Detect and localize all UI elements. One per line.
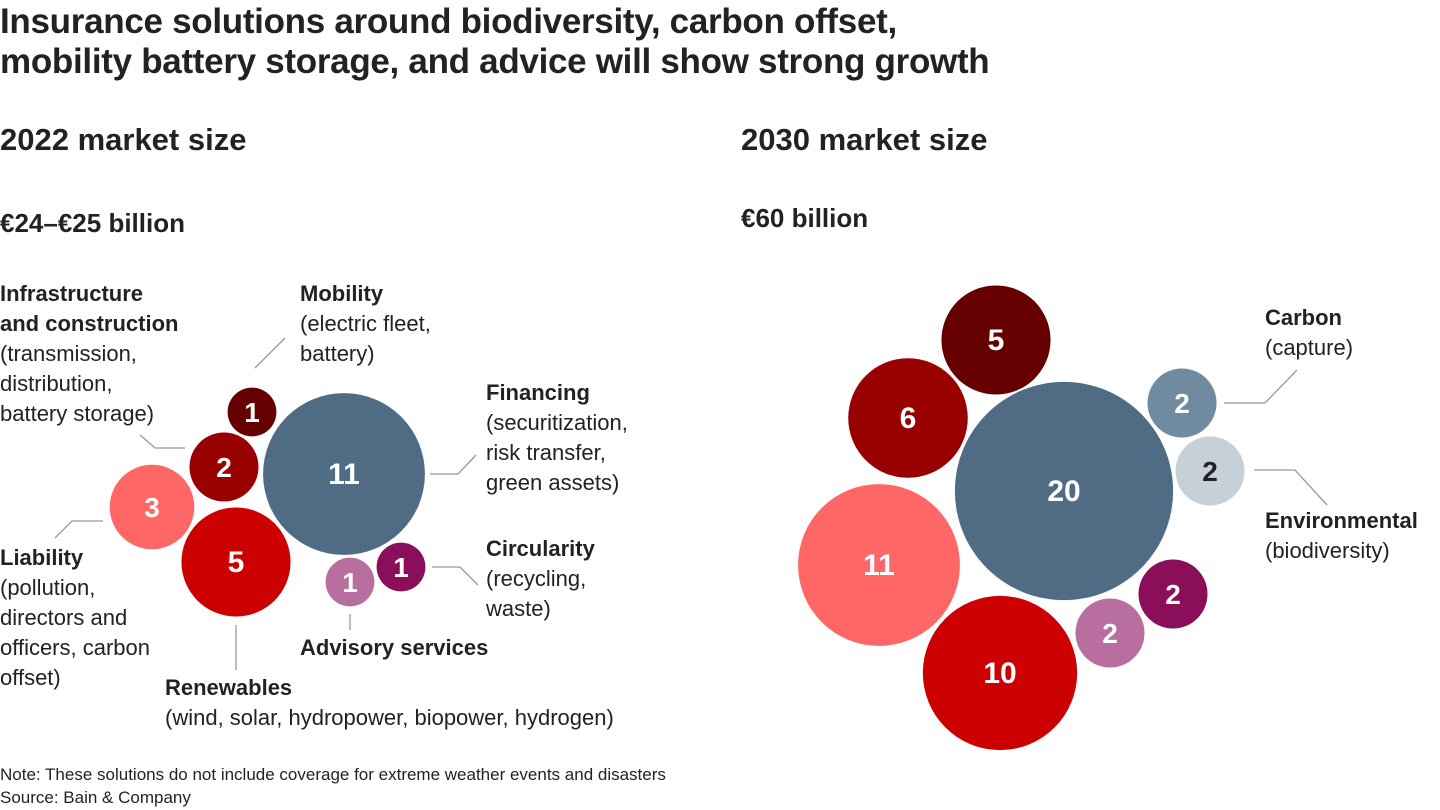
label-name: Mobility — [300, 281, 384, 306]
label-desc: officers, carbon — [0, 635, 151, 660]
label-desc: distribution, — [0, 371, 113, 396]
label-name: Financing — [486, 380, 590, 405]
label-name: Liability — [0, 545, 84, 570]
bubble-value-infrastructure-and-construction: 6 — [900, 402, 917, 435]
source: Source: Bain & Company — [0, 788, 191, 807]
bubble-advisory-services — [325, 557, 375, 607]
bubble-value-circularity: 1 — [393, 552, 409, 583]
bubble-carbon — [1147, 368, 1217, 438]
panel-2022-title: 2022 market size — [0, 122, 247, 157]
label-name: Advisory services — [300, 635, 489, 660]
bubble-value-financing: 20 — [1047, 475, 1080, 508]
panel-2030-total: €60 billion — [741, 203, 869, 233]
label-carbon: Carbon (capture) — [1265, 303, 1353, 363]
title-line-1: Insurance solutions around biodiversity,… — [0, 2, 897, 41]
bubble-liability — [798, 484, 960, 646]
bubble-value-mobility: 1 — [244, 397, 260, 428]
bubble-value-infrastructure-and-construction: 2 — [216, 452, 232, 483]
bubble-circularity — [376, 542, 426, 592]
panel-2022-total: €24–€25 billion — [0, 208, 185, 238]
label-name: Renewables — [165, 675, 293, 700]
label-mobility: Mobility (electric fleet, battery) — [300, 279, 431, 369]
bubble-value-renewables: 5 — [228, 546, 245, 579]
label-desc: (electric fleet, — [300, 311, 431, 336]
leader-line — [54, 520, 103, 539]
bubble-liability — [109, 464, 195, 550]
label-name: Environmental — [1265, 508, 1418, 533]
bubble-value-liability: 11 — [863, 549, 895, 582]
label-liability: Liability (pollution, directors and offi… — [0, 543, 150, 693]
label-environmental: Environmental (biodiversity) — [1265, 506, 1418, 566]
label-desc: waste) — [486, 596, 551, 621]
bubble-circularity — [1138, 559, 1208, 629]
footnote: Note: These solutions do not include cov… — [0, 765, 666, 784]
bubble-infrastructure-and-construction — [848, 358, 968, 478]
label-desc: (recycling, — [486, 566, 587, 591]
bubble-environmental — [1175, 436, 1245, 506]
label-name: Infrastructure — [0, 281, 144, 306]
label-desc: offset) — [0, 665, 61, 690]
bubble-renewables — [922, 595, 1078, 751]
bubble-value-environmental: 2 — [1202, 456, 1218, 487]
bubble-value-advisory-services: 1 — [342, 567, 358, 598]
label-circularity: Circularity (recycling, waste) — [486, 534, 595, 624]
bubble-infrastructure-and-construction — [189, 432, 259, 502]
leader-line — [430, 454, 477, 475]
label-desc: green assets) — [486, 470, 620, 495]
bubble-value-financing: 11 — [328, 458, 360, 491]
label-desc: (securitization, — [486, 410, 628, 435]
label-desc: (wind, solar, hydropower, biopower, hydr… — [165, 705, 614, 730]
title-line-2: mobility battery storage, and advice wil… — [0, 42, 990, 81]
leader-line — [432, 566, 479, 586]
leader-line — [254, 337, 286, 369]
leader-line — [139, 434, 185, 449]
leader-line — [1224, 369, 1298, 404]
label-desc: (biodiversity) — [1265, 538, 1390, 563]
chart-title: Insurance solutions around biodiversity,… — [0, 2, 990, 82]
bubble-financing — [263, 393, 425, 555]
bubble-mobility — [227, 387, 277, 437]
bubble-value-renewables: 10 — [983, 657, 1016, 690]
bubble-renewables — [181, 507, 291, 617]
bubble-financing — [954, 381, 1174, 601]
label-advisory: Advisory services — [300, 633, 488, 663]
panel-2030-title: 2030 market size — [741, 122, 988, 157]
label-desc: battery) — [300, 341, 375, 366]
bubble-value-circularity: 2 — [1165, 579, 1181, 610]
label-desc: (capture) — [1265, 335, 1354, 360]
bubble-value-carbon: 2 — [1174, 388, 1190, 419]
bubble-value-advisory-services: 2 — [1102, 618, 1118, 649]
label-desc: directors and — [0, 605, 128, 630]
label-desc: risk transfer, — [486, 440, 606, 465]
leader-line — [1254, 469, 1328, 506]
bubble-advisory-services — [1075, 598, 1145, 668]
label-name: and construction — [0, 311, 179, 336]
label-desc: battery storage) — [0, 401, 155, 426]
bubble-value-liability: 3 — [144, 492, 160, 523]
label-name: Circularity — [486, 536, 595, 561]
label-desc: (transmission, — [0, 341, 137, 366]
bubble-value-mobility: 5 — [988, 324, 1005, 357]
label-name: Carbon — [1265, 305, 1342, 330]
label-renewables: Renewables (wind, solar, hydropower, bio… — [165, 673, 614, 733]
label-infrastructure: Infrastructure and construction (transmi… — [0, 279, 178, 429]
label-financing: Financing (securitization, risk transfer… — [486, 378, 628, 498]
bubble-mobility — [941, 285, 1051, 395]
label-desc: (pollution, — [0, 575, 96, 600]
